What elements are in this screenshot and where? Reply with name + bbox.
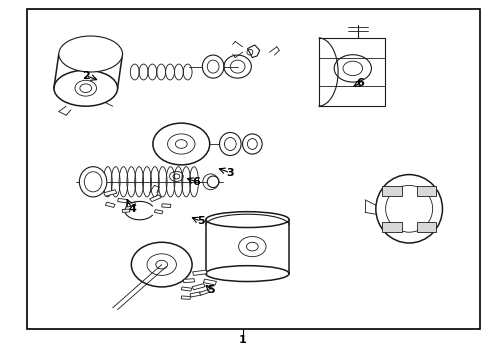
Bar: [126, 202, 136, 207]
Bar: [190, 292, 201, 297]
Bar: [192, 284, 205, 290]
Bar: [154, 210, 163, 214]
Ellipse shape: [207, 176, 219, 188]
Text: 2: 2: [82, 71, 90, 81]
Bar: [183, 279, 195, 283]
Bar: [118, 198, 128, 203]
Text: 4: 4: [128, 204, 136, 214]
Ellipse shape: [206, 266, 289, 282]
Ellipse shape: [220, 132, 241, 156]
Ellipse shape: [206, 212, 289, 228]
Bar: [181, 287, 192, 291]
Bar: [193, 270, 207, 275]
Bar: [105, 202, 115, 207]
Bar: [162, 204, 171, 208]
Bar: [199, 289, 210, 295]
Bar: [149, 195, 161, 202]
Bar: [122, 209, 130, 212]
Bar: [181, 296, 191, 300]
Text: 5: 5: [207, 285, 215, 295]
Text: 6: 6: [192, 177, 200, 187]
Bar: [203, 279, 217, 285]
Ellipse shape: [243, 134, 262, 154]
Bar: [27, 9, 480, 329]
Ellipse shape: [54, 70, 118, 106]
Text: 5: 5: [197, 216, 205, 226]
Ellipse shape: [153, 123, 210, 165]
Bar: [416, 221, 436, 231]
Ellipse shape: [79, 167, 107, 197]
Ellipse shape: [376, 175, 442, 243]
Text: 1: 1: [239, 335, 246, 345]
Ellipse shape: [131, 242, 192, 287]
Bar: [382, 221, 402, 231]
Bar: [382, 186, 402, 196]
Bar: [104, 190, 117, 196]
Text: 6: 6: [356, 78, 364, 88]
Polygon shape: [247, 45, 260, 58]
Bar: [416, 186, 436, 196]
Text: 3: 3: [226, 168, 234, 178]
Ellipse shape: [59, 36, 122, 72]
